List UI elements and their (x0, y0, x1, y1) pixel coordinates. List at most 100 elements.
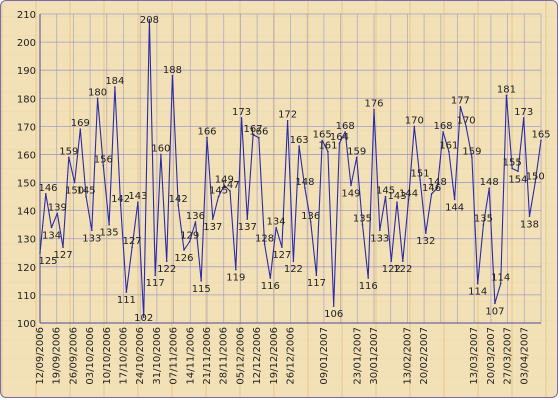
data-point (361, 223, 364, 226)
x-tick-label: 28/11/2006 (219, 327, 230, 385)
data-label: 155 (503, 158, 522, 169)
data-point (465, 125, 467, 128)
data-label: 136 (186, 211, 205, 222)
data-label: 129 (180, 231, 199, 242)
data-label: 159 (462, 146, 481, 157)
data-point (413, 125, 416, 128)
data-point (390, 260, 393, 263)
data-label: 134 (267, 216, 286, 227)
data-label: 133 (82, 233, 101, 244)
data-label: 165 (313, 129, 332, 140)
data-point (384, 195, 387, 198)
data-point (171, 75, 174, 77)
data-point (183, 249, 185, 251)
data-label: 117 (146, 278, 165, 289)
data-label: 135 (474, 214, 493, 225)
data-label: 145 (209, 186, 228, 197)
data-point (102, 164, 105, 167)
series-line (39, 19, 542, 318)
data-label: 208 (140, 15, 159, 26)
data-label: 148 (480, 177, 499, 188)
data-point (309, 221, 312, 223)
data-point (522, 117, 525, 119)
data-label: 137 (203, 222, 222, 233)
data-point (206, 136, 208, 139)
data-point (442, 131, 444, 133)
data-point (286, 119, 289, 122)
x-tick-label: 14/11/2006 (185, 327, 196, 385)
data-label: 122 (284, 264, 303, 275)
data-label: 166 (249, 127, 268, 138)
data-point (62, 246, 64, 248)
data-label: 168 (336, 121, 355, 132)
x-tick-label: 30/01/2007 (369, 327, 380, 385)
data-label: 176 (364, 99, 383, 110)
data-label: 148 (428, 177, 447, 188)
data-point (396, 201, 398, 204)
data-label: 159 (347, 146, 366, 157)
data-label: 119 (226, 273, 245, 284)
data-point (79, 128, 82, 130)
x-tick-label: 23/01/2007 (352, 327, 363, 385)
data-label: 173 (514, 107, 533, 118)
data-point (425, 232, 427, 234)
x-tick-label: 03/04/2007 (519, 327, 530, 385)
series (39, 18, 542, 319)
x-tick-label: 19/12/2006 (269, 327, 280, 385)
x-tick-label: 24/10/2006 (135, 327, 146, 385)
x-tick-label: 03/10/2006 (85, 327, 96, 385)
data-label: 170 (405, 115, 424, 126)
data-point (200, 280, 203, 282)
data-point (148, 18, 151, 21)
data-point (534, 181, 537, 184)
data-point (275, 226, 277, 229)
data-label: 122 (157, 264, 176, 275)
y-tick-label: 170 (17, 122, 36, 133)
data-point (85, 195, 87, 198)
data-label: 161 (439, 141, 458, 152)
data-label: 164 (330, 132, 349, 143)
data-point (430, 192, 433, 195)
data-label: 170 (457, 115, 476, 126)
x-tick-label: 31/10/2006 (152, 327, 163, 385)
data-point (223, 184, 226, 187)
data-label: 136 (301, 211, 320, 222)
y-tick-label: 120 (17, 263, 36, 274)
data-point (96, 97, 99, 100)
data-label: 127 (53, 250, 72, 261)
data-point (419, 178, 421, 181)
data-point (338, 142, 341, 145)
data-label: 181 (497, 84, 516, 95)
data-point (511, 167, 514, 170)
x-tick-label: 17/10/2006 (119, 327, 130, 385)
y-tick-label: 100 (17, 319, 36, 330)
data-point (373, 108, 375, 111)
data-point (476, 282, 479, 285)
data-point (378, 229, 381, 232)
data-label: 173 (232, 107, 251, 118)
x-tick-label: 05/12/2006 (235, 327, 246, 385)
x-tick-label: 12/09/2006 (35, 327, 46, 385)
data-label: 111 (117, 295, 136, 306)
data-label: 168 (434, 121, 453, 132)
data-point (56, 212, 59, 215)
data-point (246, 218, 249, 220)
data-label: 122 (393, 264, 412, 275)
data-point (160, 153, 162, 156)
data-label: 150 (526, 172, 545, 183)
data-point (528, 215, 531, 218)
x-tick-label: 12/12/2006 (252, 327, 263, 385)
data-point (298, 145, 300, 147)
data-label: 145 (77, 186, 96, 197)
data-label: 135 (353, 214, 372, 225)
data-point (44, 192, 47, 195)
data-label: 165 (531, 129, 550, 140)
data-point (448, 150, 450, 153)
data-label: 126 (174, 253, 193, 264)
data-label: 146 (422, 183, 441, 194)
data-point (344, 131, 347, 133)
data-point (211, 218, 214, 220)
data-label: 127 (272, 250, 291, 261)
